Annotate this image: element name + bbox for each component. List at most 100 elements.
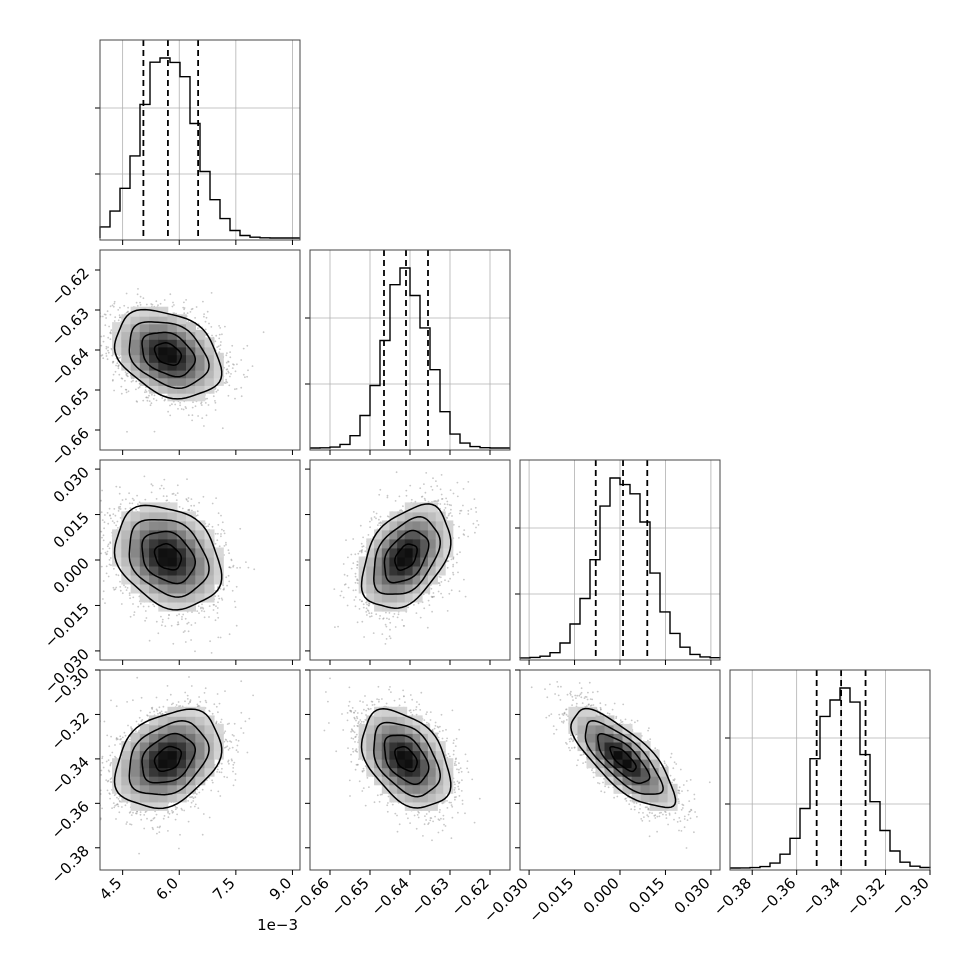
sample-point (217, 595, 220, 597)
sample-point (120, 385, 123, 388)
density-cell (149, 360, 160, 371)
density-cell (130, 329, 141, 340)
sample-point (242, 373, 245, 376)
sample-point (169, 293, 172, 296)
sample-point (132, 603, 134, 605)
sample-point (200, 404, 203, 406)
density-cell (139, 345, 150, 356)
density-cell (149, 306, 160, 317)
sample-point (210, 326, 213, 328)
sample-point (240, 395, 243, 398)
sample-point (153, 605, 156, 608)
sample-point (184, 641, 187, 643)
sample-point (150, 303, 153, 305)
density-cell (158, 306, 169, 317)
sample-point (106, 310, 109, 313)
sample-point (221, 599, 224, 601)
sample-point (171, 305, 174, 308)
density-cell (158, 383, 169, 394)
sample-point (183, 301, 185, 304)
sample-point (204, 320, 207, 323)
sample-point (218, 351, 221, 353)
density-cell (186, 368, 196, 379)
sample-point (118, 314, 121, 317)
sample-point (227, 394, 230, 397)
sample-point (167, 410, 170, 413)
sample-point (174, 494, 177, 496)
sample-point (106, 553, 108, 555)
sample-point (216, 612, 219, 614)
density-cell (195, 352, 206, 363)
sample-point (178, 506, 181, 508)
sample-point (179, 404, 182, 407)
sample-point (172, 642, 175, 645)
density-cell (176, 375, 187, 386)
sample-point (90, 543, 92, 545)
sample-point (117, 574, 120, 577)
sample-point (231, 367, 234, 369)
sample-point (177, 621, 180, 624)
density-cell (167, 337, 178, 348)
sample-point (229, 375, 231, 378)
sample-point (119, 486, 121, 489)
density-cell (149, 352, 160, 363)
sample-point (151, 393, 153, 396)
sample-point (119, 589, 122, 592)
sample-point (194, 405, 197, 408)
sample-point (137, 605, 140, 608)
scatter-panel-2-0 (90, 459, 301, 665)
sample-point (215, 334, 218, 337)
sample-point (119, 503, 122, 505)
sample-point (105, 565, 108, 568)
sample-point (97, 546, 99, 548)
sample-point (130, 380, 133, 383)
sample-point (110, 564, 112, 566)
sample-point (217, 636, 220, 639)
sample-point (216, 607, 219, 609)
density-cell (195, 375, 206, 386)
sample-point (202, 300, 204, 303)
density-cell (186, 375, 196, 386)
sample-point (100, 552, 103, 555)
sample-point (109, 313, 112, 316)
density-cell (121, 337, 132, 348)
sample-point (203, 313, 206, 315)
sample-point (220, 597, 223, 600)
density-cell (139, 360, 150, 371)
density-cell (186, 329, 196, 340)
sample-point (223, 381, 226, 384)
density-cell (112, 337, 123, 348)
sample-point (198, 501, 201, 504)
sample-point (194, 317, 197, 319)
sample-point (118, 507, 120, 510)
sample-point (132, 379, 134, 382)
histogram-step (310, 267, 510, 449)
sample-point (100, 530, 103, 533)
sample-point (186, 312, 189, 314)
sample-point (135, 301, 138, 304)
sample-point (205, 414, 208, 417)
sample-point (225, 380, 228, 383)
sample-point (187, 500, 189, 503)
sample-point (192, 401, 194, 404)
sample-point (227, 360, 230, 363)
density-cell (139, 329, 150, 340)
sample-point (101, 489, 103, 492)
sample-point (88, 339, 90, 341)
sample-point (137, 288, 139, 290)
sample-point (102, 534, 105, 537)
density-cell (176, 337, 187, 348)
sample-point (217, 601, 219, 604)
sample-point (206, 397, 209, 400)
density-cell (130, 345, 141, 356)
sample-point (155, 300, 158, 303)
sample-point (94, 519, 96, 521)
sample-point (137, 503, 139, 506)
density-cell (186, 360, 196, 371)
sample-point (235, 585, 238, 588)
density-cell (167, 314, 178, 325)
density-cell (195, 337, 206, 348)
sample-point (105, 355, 108, 357)
density-cell (158, 375, 169, 386)
